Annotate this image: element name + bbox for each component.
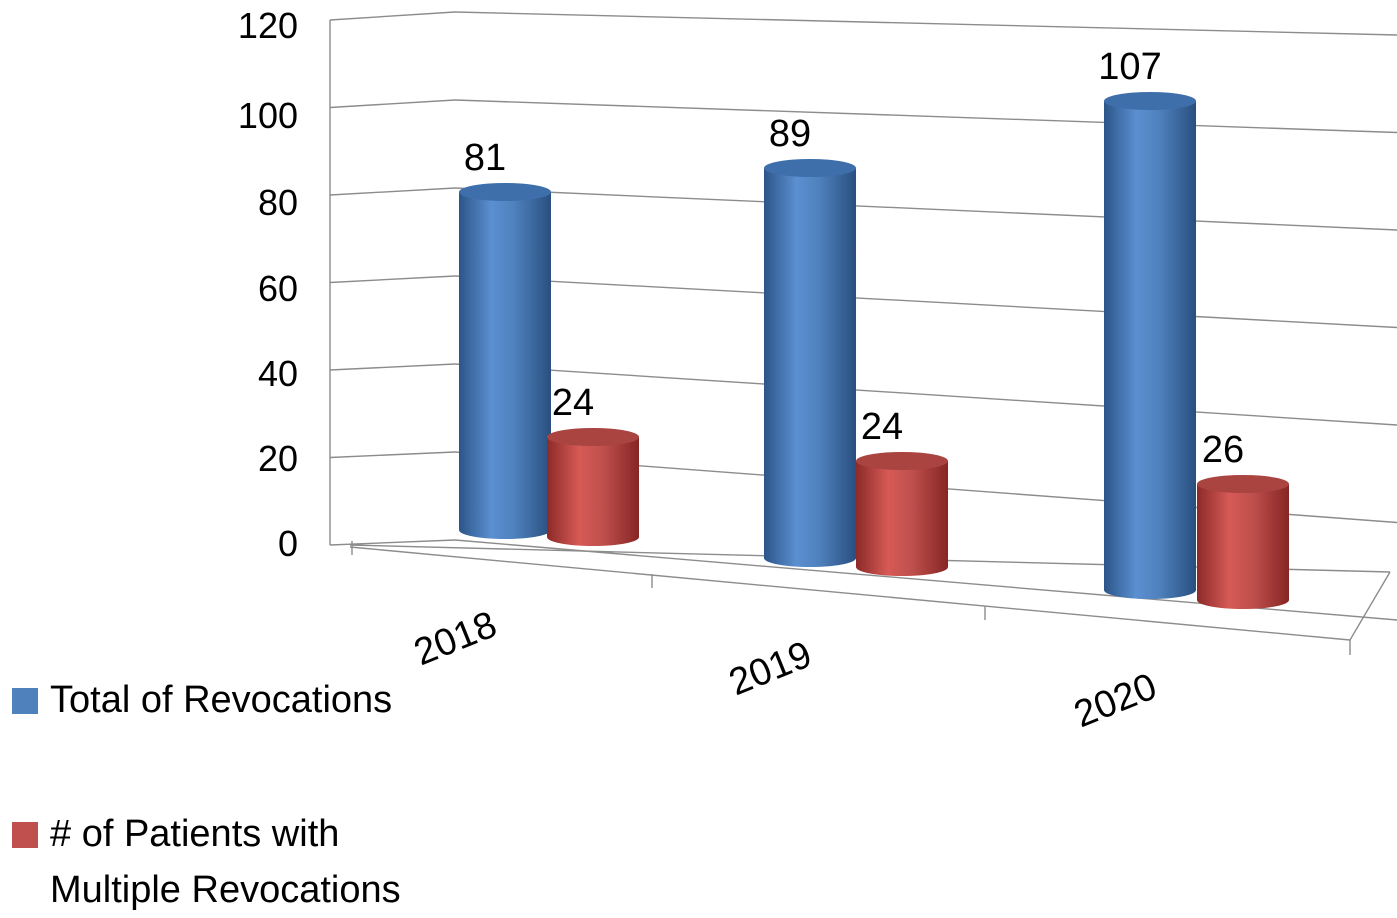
legend-item-patients-multiple-revocations: # of Patients with Multiple Revocations [12,806,401,918]
legend-label-line-1: # of Patients with [50,813,340,855]
y-axis-tick-labels: 0 20 40 60 80 100 120 [238,5,298,564]
legend-swatch-blue [12,688,38,714]
y-tick-label: 60 [258,268,298,309]
x-tick-label-2019: 2019 [723,634,817,705]
data-label-total-2020: 107 [1098,46,1161,88]
data-label-multiple-2018: 24 [552,382,594,424]
bar-total-revocations-2020 [1104,92,1196,599]
data-label-total-2019: 89 [769,113,811,155]
x-tick-label-2018: 2018 [408,604,502,675]
gridline-back [454,187,1397,231]
gridline-side [329,99,456,109]
bar-multiple-revocations-2020 [1197,475,1289,609]
data-label-multiple-2020: 26 [1202,429,1244,471]
legend-item-total-revocations: Total of Revocations [12,672,392,728]
y-tick-label: 100 [238,95,298,136]
gridline-side [329,187,456,196]
gridline-back [454,11,1397,36]
gridline-side [329,363,456,371]
y-tick-label: 20 [258,438,298,479]
gridline-back [454,99,1397,134]
y-tick-label: 0 [278,523,298,564]
y-tick-label: 40 [258,353,298,394]
gridline-back [454,363,1397,426]
legend-swatch-red [12,822,38,848]
data-label-total-2018: 81 [464,137,506,179]
floor-front-edge [349,546,1351,641]
gridlines [329,11,1397,655]
gridline-back [454,275,1397,329]
data-labels: 81 24 89 24 107 26 [464,46,1244,471]
bar-total-revocations-2018 [459,183,551,539]
bar-total-revocations-2019 [764,159,856,567]
data-label-multiple-2019: 24 [861,406,903,448]
x-axis-category-labels: 2018 2019 2020 [408,604,1162,737]
y-tick-label: 80 [258,182,298,223]
gridline-side [329,539,456,546]
legend-label-line-2: Multiple Revocations [50,869,401,911]
legend-label: Total of Revocations [50,679,393,721]
bar-multiple-revocations-2018 [547,428,639,546]
x-tick-label-2020: 2020 [1068,666,1162,737]
y-tick-label: 120 [238,5,298,46]
gridline-side [329,275,456,284]
gridline-side [329,451,456,459]
floor-right-edge [1349,571,1391,641]
bars [459,92,1289,609]
bar-multiple-revocations-2019 [856,452,948,576]
gridline-side [329,11,456,21]
